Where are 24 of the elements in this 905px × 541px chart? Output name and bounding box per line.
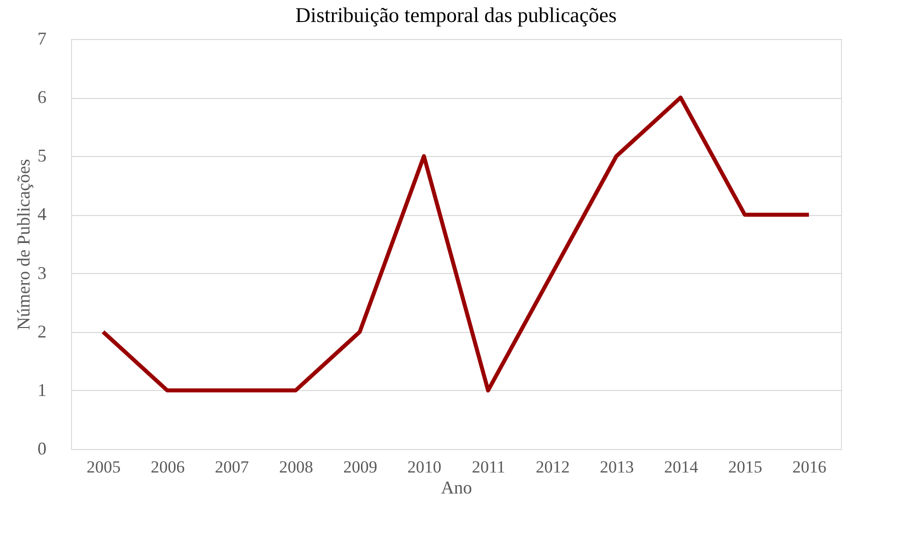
x-tick-label: 2014: [664, 458, 699, 476]
y-axis-title: Número de Publicações: [14, 159, 34, 330]
x-tick-label: 2011: [472, 458, 506, 476]
y-tick-label: 3: [38, 262, 46, 283]
x-tick-label: 2009: [343, 458, 378, 476]
x-tick-label: 2010: [407, 458, 442, 476]
y-tick-label: 0: [38, 438, 46, 458]
y-tick-label: 2: [38, 321, 46, 342]
x-tick-label: 2005: [86, 458, 121, 476]
x-tick-label: 2007: [214, 458, 250, 476]
y-tick-label: 5: [38, 146, 46, 166]
x-tick-label: 2015: [728, 458, 762, 476]
x-tick-label: 2016: [792, 458, 826, 476]
chart-title: Distribuição temporal das publicações: [295, 3, 617, 27]
y-tick-label: 7: [38, 28, 46, 48]
x-tick-label: 2013: [600, 458, 634, 476]
x-tick-label: 2006: [150, 458, 185, 476]
line-series: [101, 96, 811, 392]
x-axis-title: Ano: [441, 478, 472, 498]
x-tick-label: 2008: [279, 458, 314, 476]
x-tick-label: 2012: [536, 458, 570, 476]
y-tick-label: 1: [38, 380, 46, 400]
y-tick-label: 4: [38, 204, 46, 224]
y-tick-label: 6: [38, 87, 46, 108]
